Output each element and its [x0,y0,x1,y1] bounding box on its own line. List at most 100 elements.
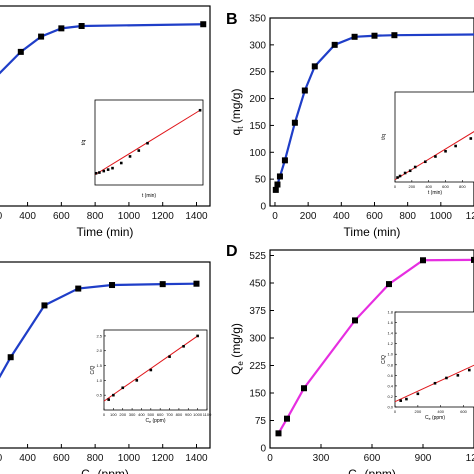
inset-x-tick-label: 700 [166,412,173,417]
data-point [7,354,14,361]
x-axis-label-unit: (ppm) [94,467,129,474]
inset-y-tick-label: 1.2 [387,341,393,346]
inset-y-tick-label: 1.0 [96,378,102,383]
inset-data-point [198,108,202,112]
inset-b: 0 200 400 600 800 t (min) t/q [381,91,474,196]
inset-x-label: Ce (ppm) [145,418,165,424]
data-point [386,281,392,288]
inset-data-point [137,149,141,152]
inset-x-label-main: t (min) [428,190,443,196]
data-point [41,302,48,309]
inset-y-tick-label: 1.8 [387,310,393,315]
x-tick-label: 800 [399,211,416,222]
inset-y-tick-label: 0.6 [387,373,393,378]
y-axis-label: qt (mg/g) [229,89,245,136]
inset-data-point [398,174,402,178]
y-axis-label-sub: t [236,126,245,129]
inset-x-tick-label: 800 [459,184,466,189]
data-point [291,119,298,126]
y-axis-label-main: Q [229,366,243,375]
y-tick-label: 375 [249,306,266,317]
inset-c: 0 100 200 300 400 500 600 700 800 900 1000 1100 2.5 2… [90,329,212,424]
x-tick-label: 800 [87,453,104,464]
inset-x-tick-label: 1100 [203,412,212,417]
y-axis-label-sub: e [236,361,245,366]
x-tick-label: 1000 [118,211,141,222]
data-point [193,280,200,287]
panel-c: 200400600800100012001400Ce (ppm)01002003… [0,261,212,474]
panel-letter: D [226,243,238,260]
inset-y-label: C/Q [381,355,387,364]
x-tick-label: 1400 [185,211,208,222]
inset-x-tick-label: 200 [119,412,126,417]
inset-data-point [106,168,110,171]
x-tick-label: 400 [333,211,350,222]
inset-data-point [424,160,427,164]
inset-data-point [396,176,399,179]
inset-y-tick-label: 0.5 [96,393,102,398]
y-axis-label-unit: (mg/g) [229,89,243,127]
inset-y-label: C/Q [90,365,96,374]
y-tick-label: 0 [260,444,266,455]
data-point [272,186,279,193]
inset-frame [103,329,208,411]
data-point [200,21,207,28]
plot-frame [0,261,211,449]
x-tick-label: 200 [300,211,317,222]
y-tick-label: 0 [260,202,266,213]
inset-x-tick-label: 400 [437,409,444,414]
panel-d: 0300600900120075150225300375450525Ce (pp… [226,243,474,474]
data-point [38,33,45,40]
inset-data-point [456,374,460,377]
inset-data-point [102,169,106,173]
inset-y-tick-label: 0.8 [387,362,393,367]
inset-y-tick-label: 2.5 [96,333,102,338]
data-point [391,32,398,39]
x-axis-label: Time (min) [344,225,401,239]
x-axis-label-main: Time (min) [344,225,401,239]
inset-data-point [408,169,412,173]
inset-x-label: t (min) [142,193,157,199]
x-axis-label: Ce (ppm) [81,467,129,474]
inset-data-point [433,381,437,385]
x-tick-label: 1200 [152,453,175,464]
y-tick-label: 525 [249,251,266,262]
panel-letter: B [226,11,238,28]
x-tick-label: 400 [19,453,36,464]
inset-data-point [416,392,420,396]
data-point [274,181,281,188]
inset-y-tick-label: 2.0 [96,348,102,353]
data-point [58,25,65,32]
x-tick-label: 1000 [118,453,141,464]
data-point [275,430,282,437]
y-axis-label: Qe (mg/g) [229,323,245,375]
inset-data-point [112,393,115,397]
inset-data-point [445,376,448,380]
y-tick-label: 150 [249,121,266,132]
x-axis-label: Ce (ppm) [348,467,396,474]
plot-frame [0,5,211,207]
inset-x-tick-label: 200 [415,409,422,414]
x-axis-label-main: Time (min) [77,225,134,239]
inset-data-point [168,355,171,358]
data-point [311,63,318,70]
inset-data-point [135,379,139,382]
y-axis-label-unit: (mg/g) [229,323,243,361]
inset-y-tick-label: 0.4 [387,383,393,388]
inset-x-tick-label: 900 [185,412,192,417]
inset-data-point [399,399,403,402]
inset-data-point [469,137,473,140]
x-tick-label: 0 [267,453,273,464]
inset-x-tick-label: 500 [147,412,154,417]
series-line [277,258,474,434]
data-point [301,87,308,94]
inset-y-tick-label: 1.4 [387,331,393,336]
inset-x-tick-label: 300 [129,412,136,417]
inset-x-tick-label: 400 [138,412,145,417]
y-tick-label: 225 [249,361,266,372]
data-point [78,23,85,29]
y-tick-label: 200 [249,94,266,105]
inset-x-label-main: t (min) [142,193,157,199]
y-tick-label: 300 [249,40,266,51]
